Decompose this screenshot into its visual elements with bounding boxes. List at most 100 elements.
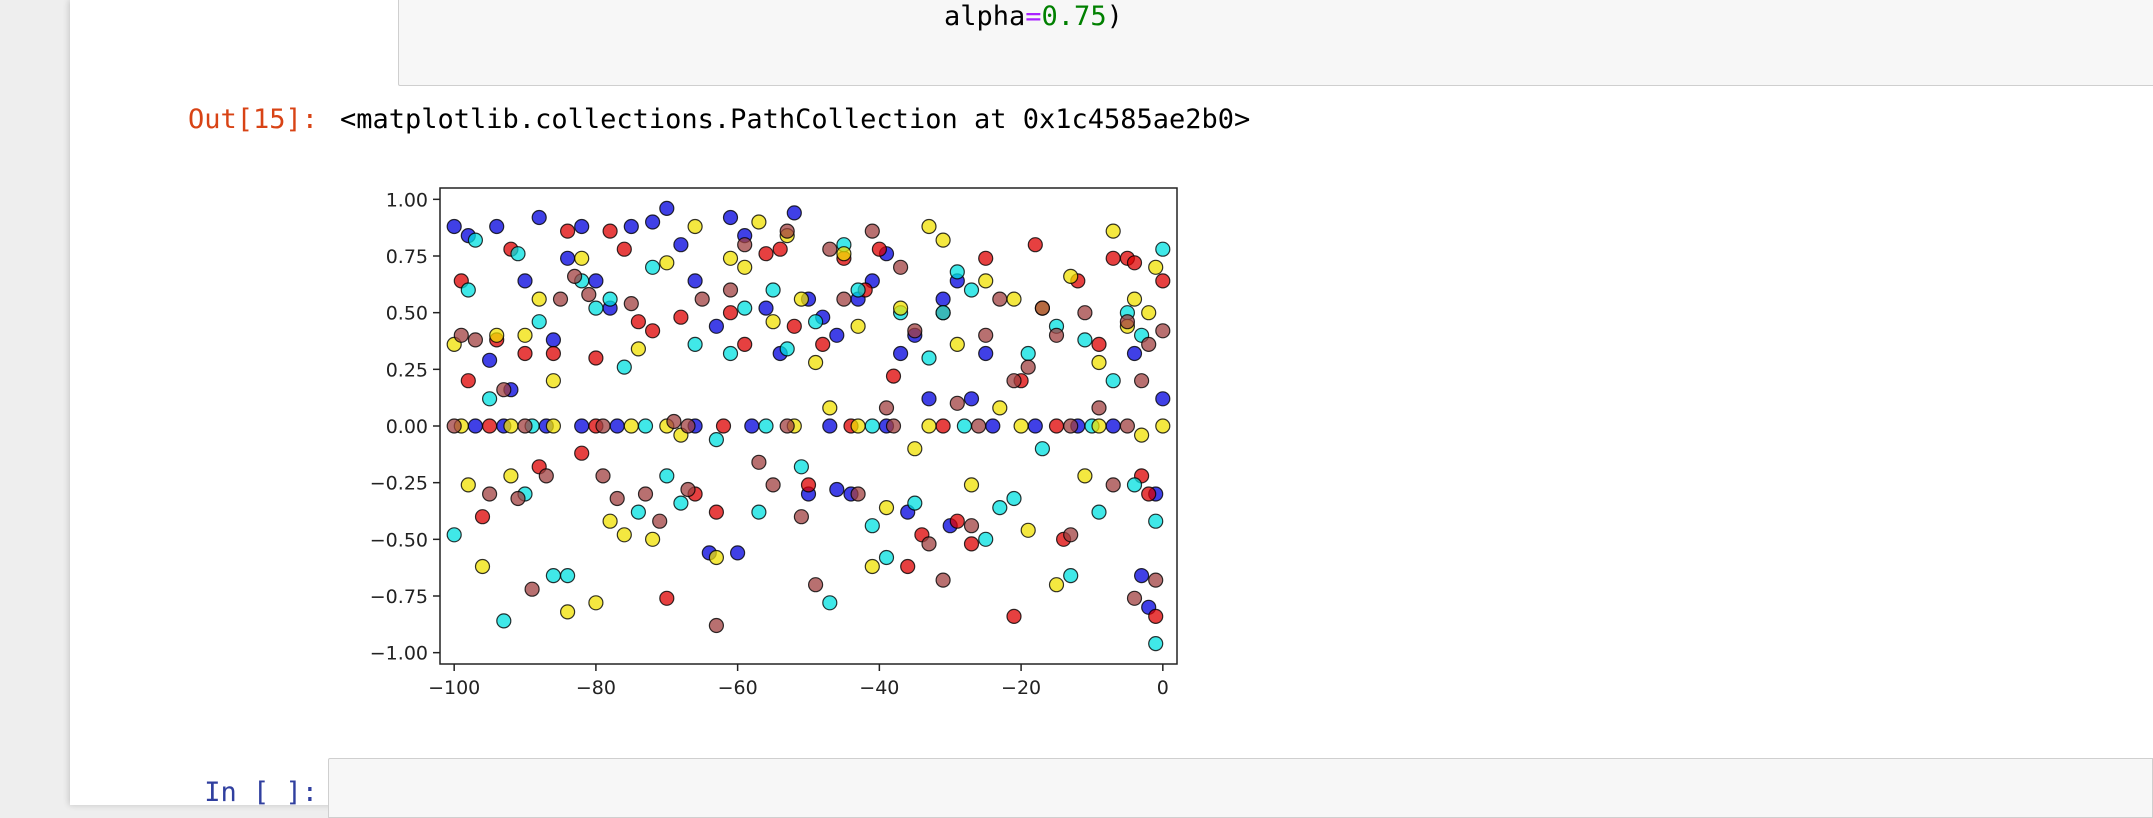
scatter-point-s1-42	[1105, 250, 1121, 266]
scatter-point-s1-51	[715, 418, 732, 434]
scatter-point-s0-12	[623, 218, 639, 235]
scatter-point-s4-35	[949, 395, 965, 411]
scatter-point-s3-34	[935, 232, 951, 248]
scatter-point-s3-55	[623, 418, 639, 434]
scatter-point-s4-9	[581, 286, 597, 303]
scatter-point-s1-19	[722, 305, 739, 321]
scatter-point-s4-19	[722, 282, 739, 298]
scatter-point-s2-22	[751, 504, 767, 520]
scatter-point-s1-53	[935, 418, 951, 434]
scatter-point-s0-2	[482, 352, 498, 368]
scatter-point-s4-38	[992, 291, 1008, 307]
scatter-point-s3-45	[1091, 354, 1107, 371]
scatter-point-s1-5	[517, 345, 533, 362]
scatter-point-s3-31	[892, 300, 909, 316]
empty-code-cell-editor[interactable]	[328, 758, 2153, 818]
scatter-point-s2-29	[850, 282, 866, 298]
scatter-point-s4-49	[1133, 373, 1150, 389]
scatter-point-s4-0	[453, 327, 469, 343]
scatter-point-s4-20	[737, 237, 753, 253]
code-cell-editor[interactable]: alpha=0.75)	[398, 0, 2153, 86]
scatter-point-s0-51	[574, 418, 590, 434]
y-tick-label: 1.00	[386, 189, 428, 211]
scatter-point-s1-28	[871, 241, 888, 257]
x-tick-label: 0	[1157, 677, 1169, 699]
scatter-point-s2-7	[531, 314, 547, 330]
scatter-point-s1-41	[1091, 336, 1107, 352]
scatter-point-s3-12	[616, 527, 632, 543]
y-tick-label: −0.50	[370, 529, 428, 551]
scatter-point-s0-13	[645, 214, 661, 230]
scatter-point-s1-44	[1126, 255, 1143, 271]
scatter-point-s4-32	[907, 323, 923, 339]
scatter-point-s3-19	[722, 250, 739, 266]
scatter-point-s1-14	[645, 323, 661, 339]
scatter-point-s3-40	[1020, 522, 1036, 538]
scatter-point-s1-23	[786, 318, 802, 334]
scatter-point-s3-4	[503, 468, 519, 484]
scatter-point-s3-3	[489, 327, 505, 343]
scatter-point-s3-2	[474, 558, 491, 575]
scatter-point-s2-52	[1155, 241, 1171, 257]
scatter-point-s0-40	[1155, 391, 1171, 407]
scatter-point-s4-44	[1077, 305, 1093, 321]
scatter-point-s3-20	[737, 259, 753, 275]
scatter-point-s4-43	[1063, 527, 1079, 543]
scatter-point-s3-13	[630, 341, 646, 357]
scatter-point-s4-34	[935, 572, 951, 588]
scatter-point-s1-2	[474, 509, 491, 525]
scatter-point-s0-34	[963, 391, 980, 407]
scatter-point-s4-4	[510, 490, 526, 507]
scatter-point-s0-31	[921, 391, 937, 407]
scatter-point-s4-11	[609, 490, 625, 507]
scatter-point-s2-35	[935, 305, 951, 321]
scatter-point-s2-27	[822, 595, 838, 611]
scatter-point-s0-25	[829, 327, 845, 343]
scatter-point-s3-39	[1006, 291, 1022, 307]
scatter-point-s2-58	[956, 418, 973, 434]
scatter-point-s3-51	[1148, 259, 1164, 275]
scatter-point-s4-51	[1148, 572, 1164, 588]
scatter-point-s1-22	[772, 241, 788, 257]
scatter-point-s1-46	[1141, 486, 1157, 502]
scatter-point-s4-59	[970, 418, 987, 434]
scatter-point-s4-5	[524, 581, 540, 597]
scatter-point-s4-45	[1091, 400, 1107, 416]
scatter-point-s4-37	[978, 327, 994, 343]
scatter-point-s0-55	[822, 418, 838, 434]
scatter-point-s4-21	[751, 454, 767, 470]
scatter-point-s4-13	[637, 486, 654, 502]
scatter-point-s0-20	[758, 300, 774, 316]
scatter-point-s0-52	[609, 418, 625, 434]
scatter-point-s2-39	[992, 500, 1008, 516]
scatter-point-s2-56	[758, 418, 774, 434]
scatter-point-s2-2	[467, 232, 484, 248]
scatter-point-s3-59	[921, 418, 937, 434]
scatter-point-s0-36	[1126, 345, 1143, 362]
scatter-point-s3-58	[850, 418, 866, 434]
scatter-point-s1-30	[900, 558, 916, 575]
scatter-point-s3-10	[588, 595, 604, 611]
scatter-point-s2-40	[1006, 490, 1022, 507]
scatter-point-s2-15	[645, 259, 661, 275]
y-tick-label: 0.75	[386, 246, 428, 268]
scatter-point-s1-48	[1155, 273, 1171, 289]
scatter-point-s4-57	[779, 418, 795, 434]
scatter-point-s4-61	[1119, 418, 1136, 434]
scatter-point-s0-58	[1027, 418, 1043, 434]
scatter-point-s2-34	[921, 350, 937, 366]
scatter-point-s1-1	[460, 373, 476, 389]
y-tick-label: 0.00	[386, 416, 428, 438]
scatter-point-s4-8	[567, 268, 583, 285]
scatter-point-s2-5	[510, 246, 526, 262]
scatter-point-s4-23	[779, 223, 795, 239]
x-tick-label: −60	[718, 677, 758, 699]
scatter-point-s4-46	[1105, 477, 1121, 493]
scatter-point-s0-42	[730, 545, 746, 561]
scatter-point-s3-14	[645, 531, 661, 547]
scatter-point-s2-47	[1105, 373, 1121, 389]
y-tick-label: −0.75	[370, 586, 428, 608]
code-line: alpha=0.75)	[944, 0, 1123, 35]
scatter-point-s0-10	[588, 273, 604, 289]
scatter-point-s2-51	[1148, 636, 1164, 652]
